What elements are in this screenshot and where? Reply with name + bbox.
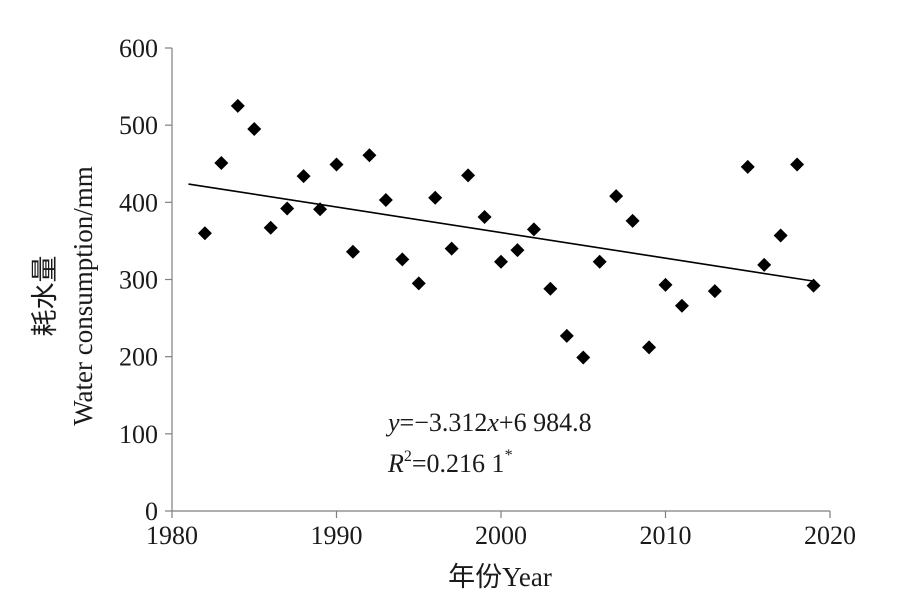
data-point-diamond xyxy=(197,226,212,241)
trend-line xyxy=(188,183,814,282)
data-point-diamond xyxy=(526,222,541,237)
data-point-diamond xyxy=(214,155,229,170)
data-point-diamond xyxy=(411,276,426,291)
y-tick-label: 600 xyxy=(119,34,158,63)
x-axis-title: 年份Year xyxy=(448,562,552,592)
x-tick-label: 1990 xyxy=(311,521,363,550)
x-tick-label: 2010 xyxy=(640,521,692,550)
data-point-diamond xyxy=(543,281,558,296)
x-tick-label: 1980 xyxy=(146,521,198,550)
data-point-diamond xyxy=(773,228,788,243)
y-tick-label: 0 xyxy=(145,497,158,526)
data-point-diamond xyxy=(313,202,328,217)
data-point-diamond xyxy=(444,241,459,256)
data-point-diamond xyxy=(592,254,607,269)
data-point-diamond xyxy=(461,168,476,183)
data-point-diamond xyxy=(378,193,393,208)
data-point-diamond xyxy=(395,252,410,267)
y-tick-label: 400 xyxy=(119,188,158,217)
data-point-diamond xyxy=(280,201,295,216)
y-tick-label: 300 xyxy=(119,266,158,295)
data-point-diamond xyxy=(757,257,772,272)
axes: 0 100 200 300 400 500 600 1980 1990 2000 2010 2020 xyxy=(119,34,856,550)
x-tick-label: 2000 xyxy=(475,521,527,550)
data-point-diamond xyxy=(806,278,821,293)
data-point-diamond xyxy=(345,244,360,259)
data-point-diamond xyxy=(790,157,805,172)
y-tick-label: 200 xyxy=(119,343,158,372)
data-point-diamond xyxy=(707,284,722,299)
x-tick-label: 2020 xyxy=(804,521,856,550)
regression-equation: y=−3.312x+6 984.8 xyxy=(385,408,592,437)
data-point-diamond xyxy=(428,190,443,205)
y-ticks: 0 100 200 300 400 500 600 xyxy=(119,34,172,526)
data-point-diamond xyxy=(329,157,344,172)
x-ticks: 1980 1990 2000 2010 2020 xyxy=(146,511,856,550)
data-points xyxy=(197,98,821,365)
data-point-diamond xyxy=(674,298,689,313)
data-point-diamond xyxy=(625,213,640,228)
data-point-diamond xyxy=(247,122,262,137)
data-point-diamond xyxy=(494,254,508,269)
y-tick-label: 100 xyxy=(119,420,158,449)
data-point-diamond xyxy=(658,277,673,292)
data-point-diamond xyxy=(609,189,624,204)
y-axis-title-cn: 耗水量 xyxy=(30,256,60,337)
data-point-diamond xyxy=(230,98,245,113)
data-point-diamond xyxy=(642,340,657,355)
data-point-diamond xyxy=(576,350,591,365)
data-point-diamond xyxy=(740,159,755,174)
r-squared-label: R2=0.216 1* xyxy=(387,447,513,478)
y-tick-label: 500 xyxy=(119,111,158,140)
data-point-diamond xyxy=(510,243,525,258)
data-point-diamond xyxy=(296,169,311,184)
y-axis-title-en: Water consumption/mm xyxy=(68,166,98,426)
data-point-diamond xyxy=(559,328,574,343)
data-point-diamond xyxy=(477,209,492,224)
data-point-diamond xyxy=(362,148,377,163)
data-point-diamond xyxy=(263,220,278,235)
